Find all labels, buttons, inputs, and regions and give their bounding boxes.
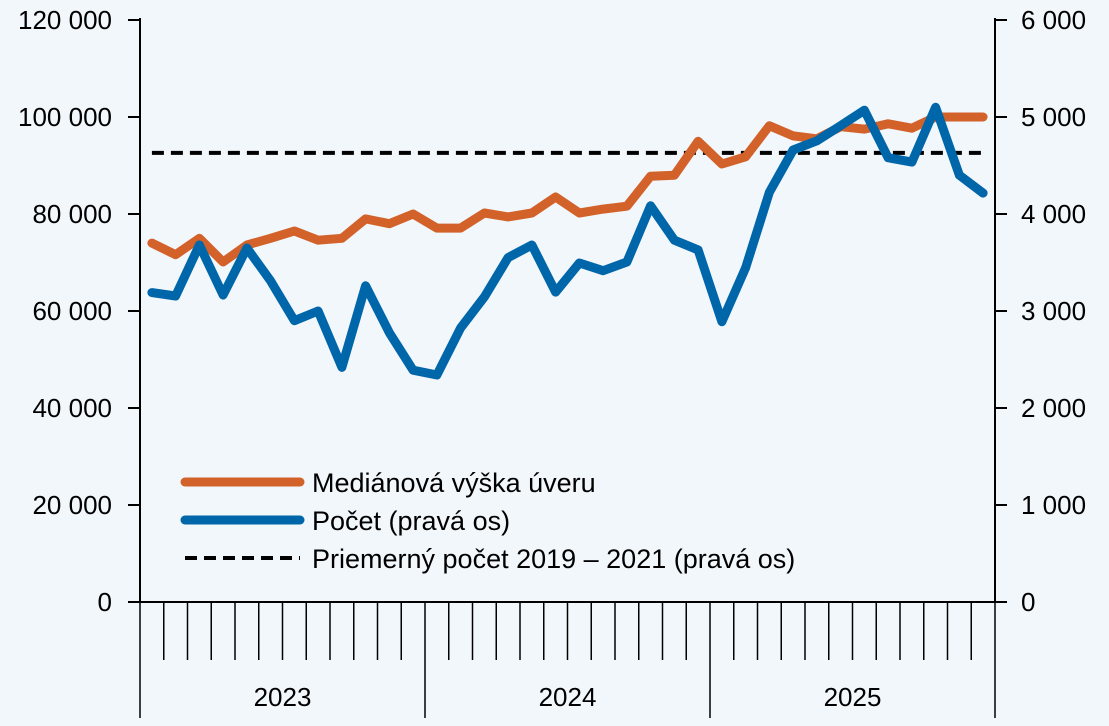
year-label: 2024 bbox=[539, 682, 597, 712]
series-lines bbox=[152, 107, 983, 375]
left-tick-label: 20 000 bbox=[32, 490, 112, 520]
right-tick-label: 5 000 bbox=[1021, 102, 1086, 132]
legend-label: Priemerný počet 2019 – 2021 (pravá os) bbox=[312, 544, 795, 574]
year-label: 2023 bbox=[254, 682, 312, 712]
legend-label: Mediánová výška úveru bbox=[312, 468, 596, 498]
left-tick-label: 60 000 bbox=[32, 296, 112, 326]
left-tick-label: 0 bbox=[98, 587, 112, 617]
year-label: 2025 bbox=[824, 682, 882, 712]
series-line-0 bbox=[152, 117, 983, 262]
right-tick-label: 1 000 bbox=[1021, 490, 1086, 520]
left-tick-label: 40 000 bbox=[32, 393, 112, 423]
left-tick-label: 120 000 bbox=[18, 5, 112, 35]
left-tick-label: 80 000 bbox=[32, 199, 112, 229]
legend-label: Počet (pravá os) bbox=[312, 506, 510, 536]
right-tick-label: 3 000 bbox=[1021, 296, 1086, 326]
right-tick-label: 4 000 bbox=[1021, 199, 1086, 229]
right-tick-label: 2 000 bbox=[1021, 393, 1086, 423]
legend: Mediánová výška úveru Počet (pravá os) Pri… bbox=[185, 468, 795, 574]
right-tick-label: 0 bbox=[1021, 587, 1035, 617]
left-tick-label: 100 000 bbox=[18, 102, 112, 132]
axes: 0 20 000 40 000 60 000 80 000 100 000 120 000 0… bbox=[18, 5, 1086, 718]
right-tick-label: 6 000 bbox=[1021, 5, 1086, 35]
